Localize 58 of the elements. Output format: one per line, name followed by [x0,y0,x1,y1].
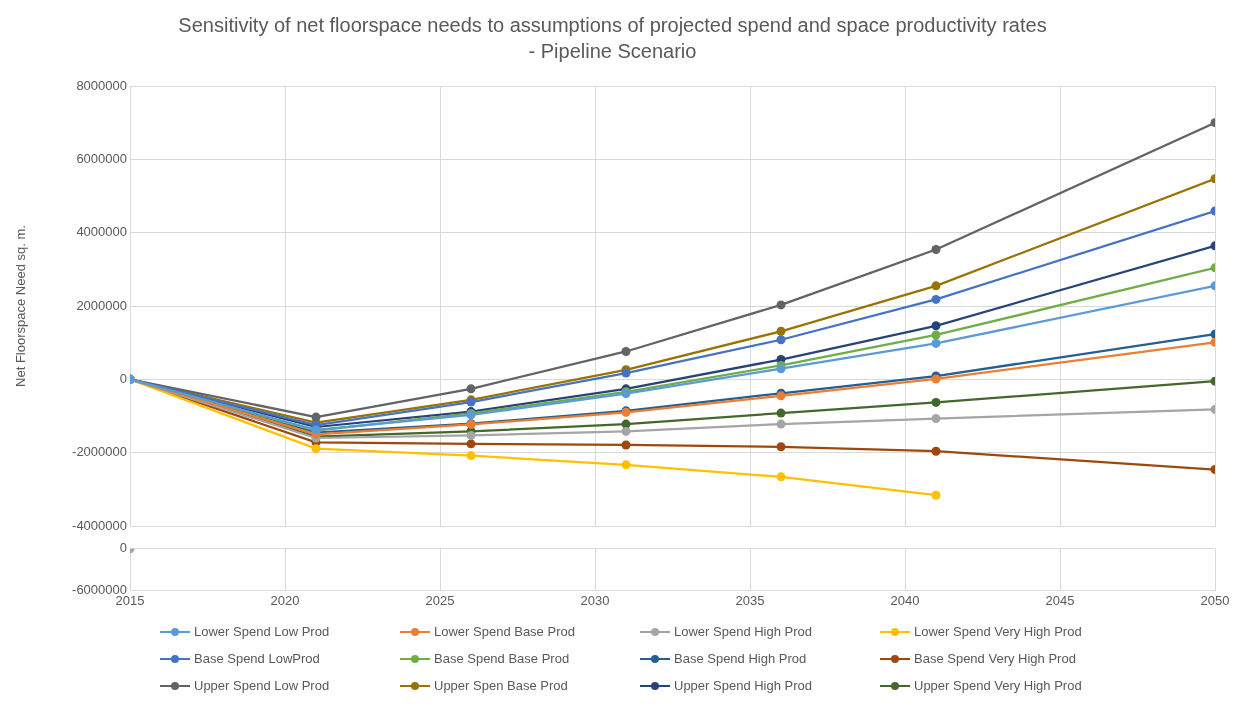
legend-label: Upper Spend Very High Prod [914,678,1082,693]
point [621,440,631,450]
point [931,338,941,348]
x-tick-label: 2035 [735,592,765,608]
x-tick-label: 2020 [270,592,300,608]
point [931,490,941,500]
point [466,430,476,440]
point [776,335,786,345]
point [931,281,941,291]
legend-label: Upper Spend Low Prod [194,678,330,693]
y-axis-title: Net Floorspace Need sq. m. [13,225,29,387]
point [466,439,476,449]
point [466,451,476,461]
point [931,245,941,255]
x-tick-label: 2050 [1200,592,1230,608]
y-tick-label: -2000000 [72,444,127,460]
y-tick-label: 0 [119,540,127,556]
legend-label: Lower Spend Base Prod [434,624,575,639]
legend-label: Lower Spend High Prod [674,624,813,639]
y-tick-label: 6000000 [76,150,127,166]
legend-label: Base Spend High Prod [674,651,807,666]
point [311,412,321,422]
chart-title: Sensitivity of net floorspace needs to assumptions of projected spend and space productivity rates [178,13,1047,36]
point [621,426,631,436]
chart-subtitle: - Pipeline Scenario [528,39,697,62]
legend-label: Upper Spend High Prod [674,678,813,693]
point [776,408,786,418]
point [931,446,941,456]
point [621,460,631,470]
point [931,414,941,424]
legend-label: Base Spend Very High Prod [914,651,1076,666]
legend-label: Base Spend Base Prod [434,651,570,666]
y-tick-label: -4000000 [72,517,127,533]
x-tick-label: 2030 [580,592,610,608]
legend-label: Upper Spen Base Prod [434,678,568,693]
y-tick-label: 8000000 [76,77,127,93]
point [931,294,941,304]
y-tick-label: 2000000 [76,297,127,313]
point [931,330,941,340]
point [466,384,476,394]
point [621,346,631,356]
x-tick-label: 2025 [425,592,455,608]
point [776,364,786,374]
y-tick-label: 4000000 [76,224,127,240]
x-tick-label: 2040 [890,592,920,608]
point [776,472,786,482]
point [931,397,941,407]
point [776,419,786,429]
x-tick-label: 2045 [1045,592,1075,608]
point [931,321,941,331]
legend-label: Lower Spend Low Prod [194,624,330,639]
y-tick-label: -6000000 [72,581,127,597]
point [776,442,786,452]
legend-label: Base Spend LowProd [194,651,320,666]
y-tick-label: 0 [119,370,127,386]
legend-label: Lower Spend Very High Prod [914,624,1082,639]
point [776,300,786,310]
point [311,444,321,454]
